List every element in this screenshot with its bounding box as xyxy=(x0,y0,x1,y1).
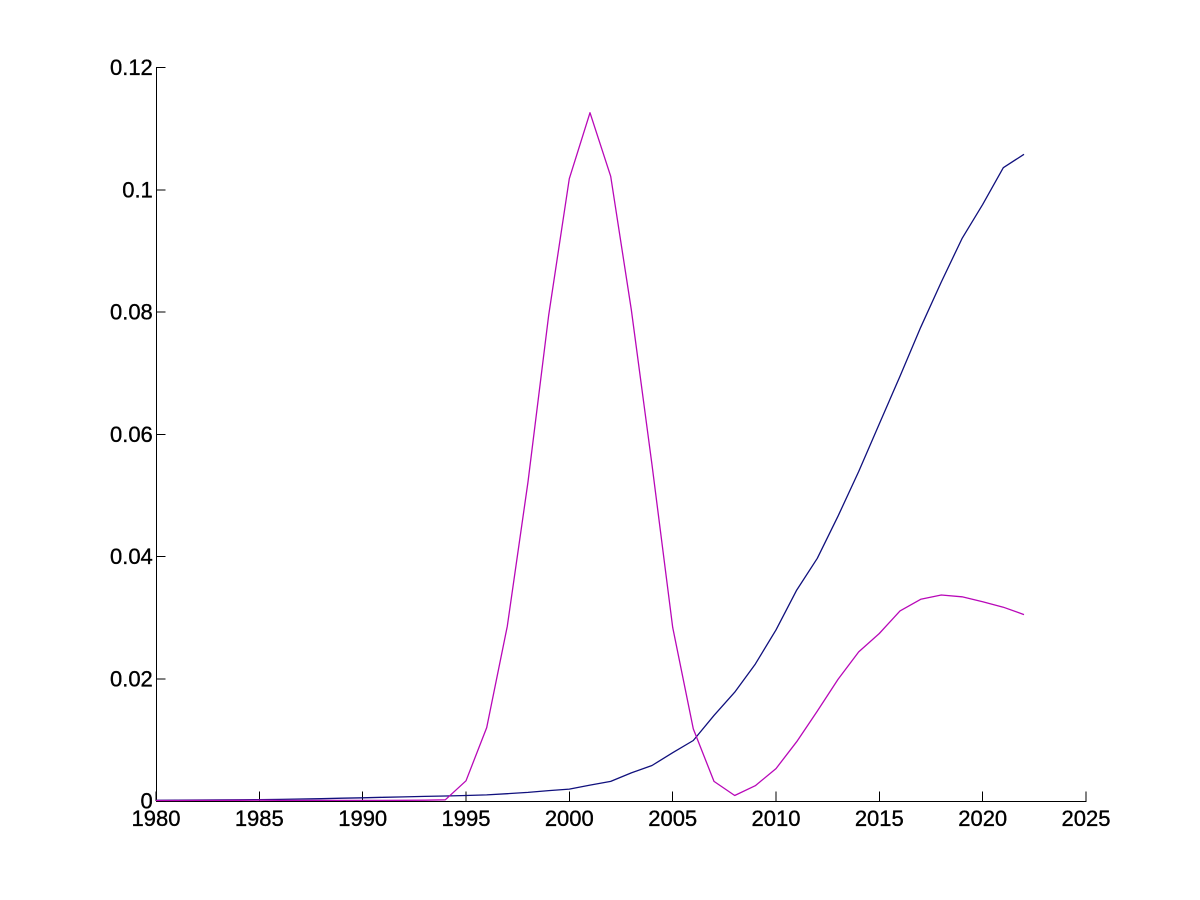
svg-text:0.06: 0.06 xyxy=(110,422,153,447)
svg-text:2000: 2000 xyxy=(545,806,594,831)
svg-text:1995: 1995 xyxy=(442,806,491,831)
svg-text:1990: 1990 xyxy=(338,806,387,831)
svg-text:0.04: 0.04 xyxy=(110,544,153,569)
svg-text:0: 0 xyxy=(141,789,153,814)
svg-text:0.12: 0.12 xyxy=(110,55,153,80)
svg-text:0.1: 0.1 xyxy=(122,177,153,202)
svg-text:2015: 2015 xyxy=(855,806,904,831)
svg-text:2020: 2020 xyxy=(958,806,1007,831)
svg-text:2010: 2010 xyxy=(752,806,801,831)
svg-text:1980: 1980 xyxy=(132,806,181,831)
svg-text:2005: 2005 xyxy=(648,806,697,831)
svg-text:0.02: 0.02 xyxy=(110,666,153,691)
svg-text:2025: 2025 xyxy=(1062,806,1111,831)
svg-text:0.08: 0.08 xyxy=(110,300,153,325)
svg-text:1985: 1985 xyxy=(235,806,284,831)
